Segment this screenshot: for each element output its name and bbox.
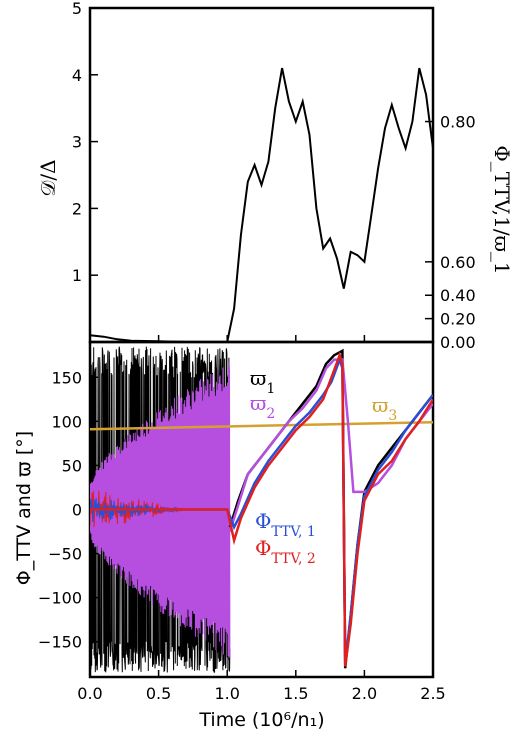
varpi1-chaotic: [90, 346, 231, 674]
bottom-xlabel: Time (10⁶/n₁): [198, 709, 324, 731]
bottom-xtick-label: 2.5: [420, 684, 445, 703]
bottom-series-2: [228, 358, 433, 532]
bottom-series-0: [90, 420, 433, 431]
bottom-xtick-label: 0.0: [77, 684, 102, 703]
bottom-xtick-label: 1.0: [214, 684, 239, 703]
bottom-ytick-label: −100: [38, 589, 82, 608]
top-series-line: [89, 67, 434, 343]
top-ytick-right-label: 0.20: [440, 310, 476, 329]
top-ytick-label: 4: [72, 66, 82, 85]
bottom-ytick-label: −150: [38, 633, 82, 652]
bottom-plot-area: [90, 346, 433, 674]
top-ytick-label: 3: [72, 133, 82, 152]
top-ytick-right-label: 0.60: [440, 253, 476, 272]
bottom-xtick-label: 0.5: [146, 684, 171, 703]
bottom-ytick-label: 50: [62, 456, 82, 475]
top-ytick-right-label: 0.80: [440, 113, 476, 132]
annotation-1: ϖ2: [250, 391, 275, 422]
bottom-xtick-label: 1.5: [283, 684, 308, 703]
bottom-ytick-label: −50: [48, 545, 82, 564]
top-frame: [88, 6, 435, 344]
bottom-panel: 0.0 0.5 1.0 1.5 2.0 2.5 150 100 50 0 −50 −100 −150 ϖ1…: [38, 340, 446, 703]
annotation-3: ΦTTV, 1: [255, 509, 316, 540]
top-ytick-right-label: 0.40: [440, 286, 476, 305]
bottom-ylabel: Φ_TTV and ϖ [°]: [13, 431, 35, 585]
top-panel: 1 2 3 4 5 0.00 0.20 0.40 0.60 0.80: [72, 0, 476, 352]
top-ylabel: 𝒟/Δ: [36, 159, 60, 196]
bottom-xtick-label: 2.0: [352, 684, 377, 703]
bottom-ytick-label: 0: [72, 501, 82, 520]
bottom-ytick-label: 100: [51, 412, 82, 431]
annotation-4: ΦTTV, 2: [255, 536, 316, 567]
annotation-2: ϖ3: [372, 393, 397, 424]
top-ylabel-right: Φ_TTV,1/ϖ_1: [490, 145, 514, 274]
bottom-series-4: [90, 351, 433, 667]
bottom-ytick-label: 150: [51, 368, 82, 387]
bottom-series-3: [90, 355, 433, 664]
top-ytick-label: 2: [72, 199, 82, 218]
top-ytick-label: 1: [72, 266, 82, 285]
top-ytick-label: 5: [72, 0, 82, 18]
annotation-0: ϖ1: [250, 366, 275, 397]
top-ytick-right-label: 0.00: [440, 333, 476, 352]
